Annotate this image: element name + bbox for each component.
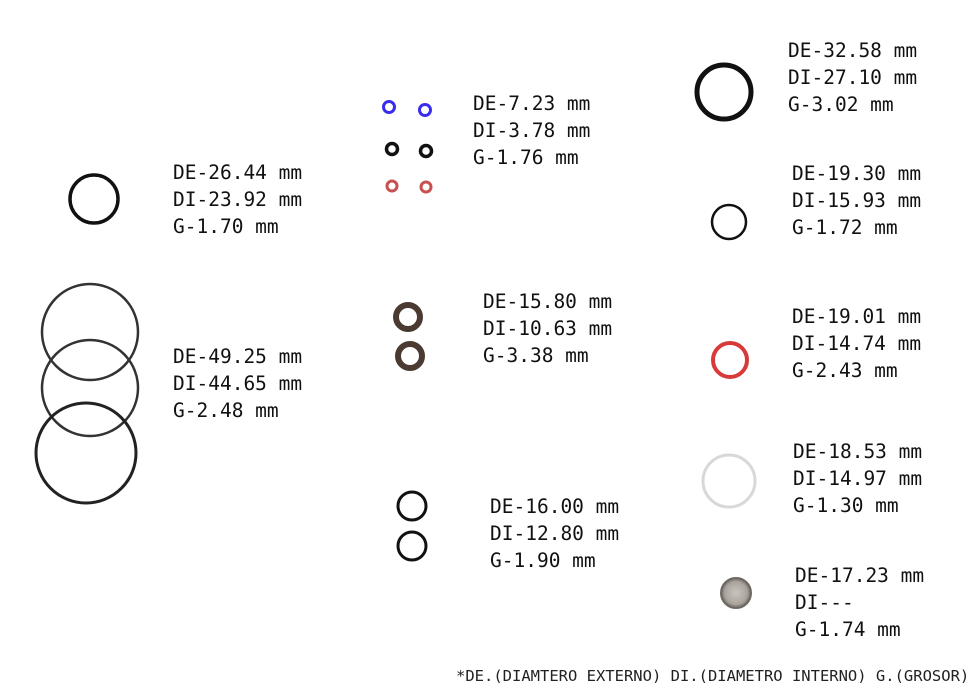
outer-diameter: DE-17.23 mm xyxy=(795,564,925,587)
o-ring-19-01 xyxy=(711,341,749,379)
outer-diameter: DE-26.44 mm xyxy=(173,161,303,184)
spec-label: DE-18.53 mm DI-14.97 mm G-1.30 mm xyxy=(793,438,922,519)
inner-diameter: DI--- xyxy=(795,591,854,614)
spec-label: DE-26.44 mm DI-23.92 mm G-1.70 mm xyxy=(173,159,302,240)
o-ring-16-00 xyxy=(396,490,428,522)
thickness: G-1.72 mm xyxy=(792,216,898,239)
o-ring-red-small xyxy=(419,180,433,194)
inner-diameter: DI-12.80 mm xyxy=(490,522,620,545)
o-ring-black-small xyxy=(418,143,434,159)
legend-footnote: *DE.(DIAMTERO EXTERNO) DI.(DIAMETRO INTE… xyxy=(456,667,970,685)
outer-diameter: DE-7.23 mm xyxy=(473,92,591,115)
thickness: G-2.43 mm xyxy=(792,359,898,382)
spec-label: DE-7.23 mm DI-3.78 mm G-1.76 mm xyxy=(473,90,590,171)
inner-diameter: DI-10.63 mm xyxy=(483,317,613,340)
inner-diameter: DI-14.97 mm xyxy=(793,467,923,490)
o-ring-19-30 xyxy=(710,203,748,241)
spec-label: DE-32.58 mm DI-27.10 mm G-3.02 mm xyxy=(788,37,917,118)
spec-label: DE-17.23 mm DI--- G-1.74 mm xyxy=(795,562,924,643)
spec-label: DE-15.80 mm DI-10.63 mm G-3.38 mm xyxy=(483,288,612,369)
thickness: G-1.76 mm xyxy=(473,146,579,169)
o-ring-red-small xyxy=(385,179,399,193)
o-ring-15-80 xyxy=(393,302,423,332)
spec-label: DE-49.25 mm DI-44.65 mm G-2.48 mm xyxy=(173,343,302,424)
o-ring-blue xyxy=(382,100,396,114)
o-ring-32-58 xyxy=(694,62,754,122)
o-ring-blue xyxy=(418,103,432,117)
o-ring-black-small xyxy=(384,141,400,157)
outer-diameter: DE-32.58 mm xyxy=(788,39,918,62)
inner-diameter: DI-14.74 mm xyxy=(792,332,922,355)
thickness: G-3.02 mm xyxy=(788,93,894,116)
outer-diameter: DE-19.01 mm xyxy=(792,305,922,328)
outer-diameter: DE-49.25 mm xyxy=(173,345,303,368)
outer-diameter: DE-15.80 mm xyxy=(483,290,613,313)
inner-diameter: DI-27.10 mm xyxy=(788,66,918,89)
o-ring-49-25 xyxy=(40,282,140,382)
o-ring-26-44 xyxy=(68,173,120,225)
inner-diameter: DI-3.78 mm xyxy=(473,119,591,142)
spec-label: DE-16.00 mm DI-12.80 mm G-1.90 mm xyxy=(490,493,619,574)
spec-label: DE-19.30 mm DI-15.93 mm G-1.72 mm xyxy=(792,160,921,241)
thickness: G-1.30 mm xyxy=(793,494,899,517)
thickness: G-1.70 mm xyxy=(173,215,279,238)
outer-diameter: DE-18.53 mm xyxy=(793,440,923,463)
o-ring-15-80 xyxy=(395,341,425,371)
inner-diameter: DI-15.93 mm xyxy=(792,189,922,212)
inner-diameter: DI-44.65 mm xyxy=(173,372,303,395)
inner-diameter: DI-23.92 mm xyxy=(173,188,303,211)
outer-diameter: DE-19.30 mm xyxy=(792,162,922,185)
o-ring-18-53 xyxy=(701,453,757,509)
o-ring-16-00 xyxy=(396,530,428,562)
outer-diameter: DE-16.00 mm xyxy=(490,495,620,518)
o-ring-49-25 xyxy=(40,338,140,438)
o-ring-49-25 xyxy=(34,401,138,505)
thickness: G-3.38 mm xyxy=(483,344,589,367)
seal-17-23 xyxy=(720,577,752,609)
thickness: G-1.90 mm xyxy=(490,549,596,572)
thickness: G-1.74 mm xyxy=(795,618,901,641)
spec-label: DE-19.01 mm DI-14.74 mm G-2.43 mm xyxy=(792,303,921,384)
thickness: G-2.48 mm xyxy=(173,399,279,422)
